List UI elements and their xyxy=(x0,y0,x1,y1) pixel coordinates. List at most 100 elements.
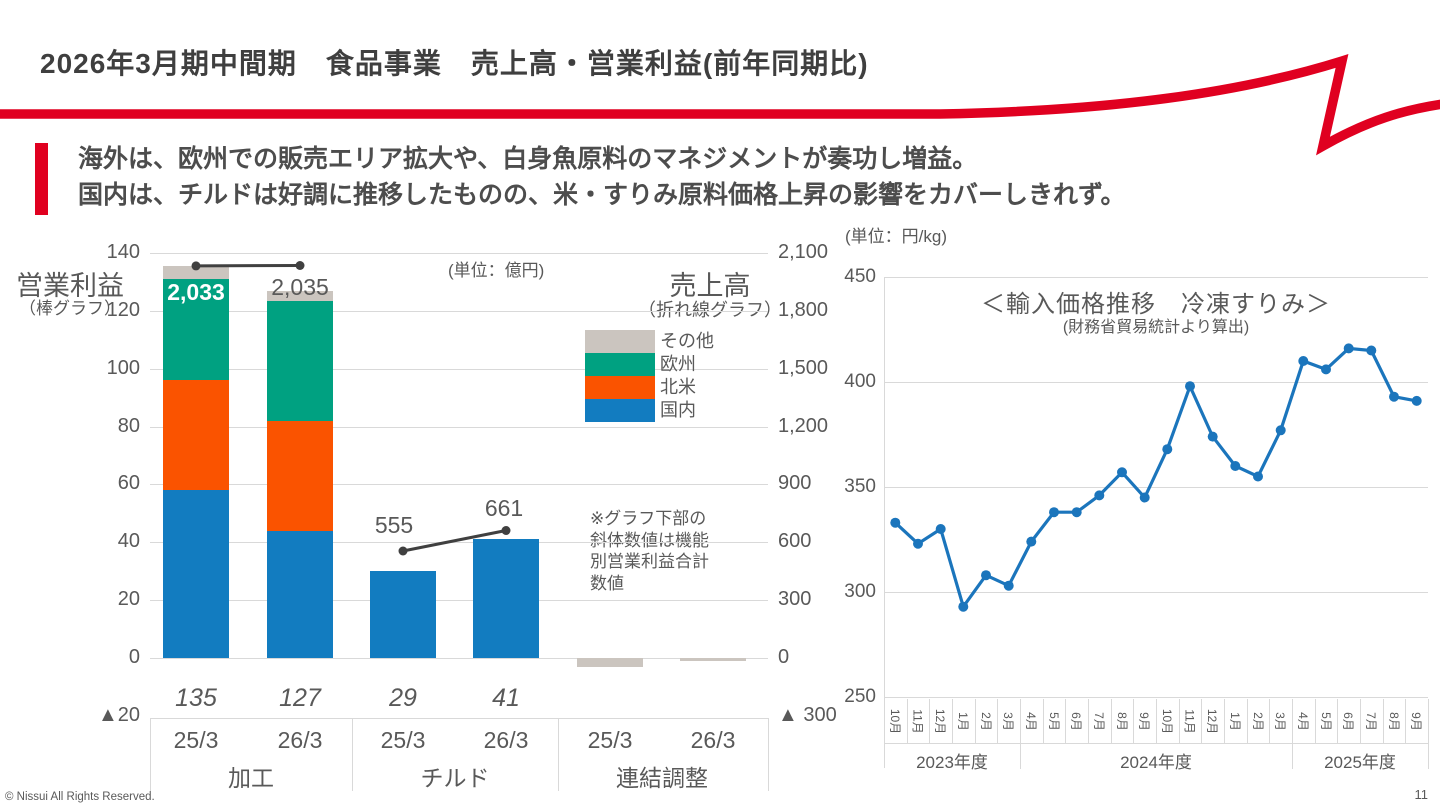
table-divider xyxy=(150,718,151,791)
left-axis-tick: 0 xyxy=(128,646,140,668)
month-cell-divider xyxy=(906,699,908,743)
right-axis-negative-tick: ▲ 300 xyxy=(778,704,837,726)
right-axis-tick: 600 xyxy=(778,530,812,553)
profit-total-label: 41 xyxy=(492,684,520,712)
bar-segment-other xyxy=(680,658,746,661)
x-axis-month-label: 8月 xyxy=(1114,711,1129,731)
x-axis-month-label: 11月 xyxy=(910,708,925,734)
month-cell-divider xyxy=(952,699,953,743)
price-line-marker xyxy=(1094,490,1105,501)
price-line-marker xyxy=(1139,492,1150,503)
table-divider xyxy=(768,718,769,791)
legend-swatch-north_america xyxy=(585,376,655,399)
x-axis-month-cell: 6月 xyxy=(1065,699,1088,743)
grid-line xyxy=(150,542,768,544)
right-chart-subtitle: (財務省貿易統計より算出) xyxy=(1062,319,1250,336)
x-axis-month-label: 10月 xyxy=(887,708,902,734)
x-axis-month-cell: 7月 xyxy=(1088,699,1111,743)
right-axis-subtitle: （折れ線グラフ） xyxy=(638,300,782,320)
price-line-marker xyxy=(1411,395,1422,406)
price-line-marker xyxy=(1071,507,1082,518)
price-line-marker xyxy=(981,570,991,581)
x-axis-month-label: 6月 xyxy=(1341,711,1356,731)
x-axis-month-label: 2月 xyxy=(1250,711,1265,731)
x-axis-month-cell: 12月 xyxy=(929,699,952,743)
period-label: 25/3 xyxy=(587,727,633,753)
sales-value-label: 2,035 xyxy=(271,274,329,300)
price-line-marker xyxy=(1049,507,1059,518)
year-group-label: 2025年度 xyxy=(1324,753,1396,772)
month-cell-divider xyxy=(1269,699,1271,743)
x-axis-month-label: 9月 xyxy=(1137,711,1152,731)
x-axis-month-label: 3月 xyxy=(1273,711,1288,731)
month-cell-divider xyxy=(1405,699,1407,743)
left-axis-tick: 60 xyxy=(117,472,140,495)
left-axis-tick: 40 xyxy=(117,530,140,553)
price-line-marker xyxy=(1026,536,1037,547)
profit-total-label: 135 xyxy=(175,684,217,712)
x-axis-month-label: 6月 xyxy=(1069,711,1084,731)
page-number: 11 xyxy=(1414,787,1429,802)
bar-segment-europe xyxy=(163,279,229,381)
month-cell-divider xyxy=(1133,699,1135,743)
left-axis-tick: 20 xyxy=(117,588,140,611)
legend-item-domestic: 国内 xyxy=(585,399,785,422)
bar-segment-north_america xyxy=(163,380,229,491)
x-axis-month-label: 7月 xyxy=(1091,711,1106,731)
bar-segment-other xyxy=(577,658,643,667)
x-axis-month-cell: 8月 xyxy=(1111,699,1134,743)
price-line-marker xyxy=(1253,471,1263,482)
key-message-line-1: 海外は、欧州での販売エリア拡大や、白身魚原料のマネジメントが奏功し増益。 xyxy=(78,145,978,173)
year-group-label: 2024年度 xyxy=(1120,753,1192,772)
grid-line xyxy=(884,697,1428,698)
year-group-divider xyxy=(1428,699,1429,769)
x-axis-month-cell: 11月 xyxy=(1179,699,1202,743)
legend-item-other: その他 xyxy=(585,330,785,353)
group-label: チルド xyxy=(420,765,490,791)
x-axis-month-cell: 9月 xyxy=(1133,699,1156,743)
legend-item-europe: 欧州 xyxy=(585,353,785,376)
key-message-line-2: 国内は、チルドは好調に推移したものの、米・すりみ原料価格上昇の影響をカバーしきれ… xyxy=(78,181,1126,209)
bar-segment-domestic xyxy=(267,530,333,658)
grid-line xyxy=(150,253,768,254)
month-cell-divider xyxy=(1156,699,1157,743)
right-chart-unit-label: (単位：円/kg) xyxy=(845,227,947,246)
price-line-marker xyxy=(1366,345,1377,356)
right-axis-tick: 300 xyxy=(778,588,812,611)
legend-swatch-domestic xyxy=(585,399,655,422)
x-axis-month-cell: 4月 xyxy=(1020,699,1043,743)
grid-line xyxy=(884,382,1428,383)
x-axis-month-label: 5月 xyxy=(1046,711,1061,731)
month-cell-divider xyxy=(997,699,999,743)
period-label: 26/3 xyxy=(690,727,736,753)
grid-line xyxy=(150,310,768,312)
bar-segment-other xyxy=(267,290,333,301)
price-line-marker xyxy=(1321,364,1331,375)
period-label: 26/3 xyxy=(483,727,529,753)
price-line-marker xyxy=(1207,431,1218,442)
period-label: 26/3 xyxy=(277,727,323,753)
sales-value-label: 555 xyxy=(374,512,414,538)
right-axis-tick: 1,200 xyxy=(778,414,829,437)
legend-label-north_america: 北米 xyxy=(660,377,696,397)
legend-item-north_america: 北米 xyxy=(585,376,785,399)
grid-line xyxy=(150,484,768,486)
year-group-divider xyxy=(1292,699,1293,769)
month-cell-divider xyxy=(974,699,976,743)
sales-value-label: 2,033 xyxy=(167,279,225,305)
left-axis-tick: 140 xyxy=(106,241,140,263)
month-cell-divider xyxy=(1337,699,1339,743)
period-label: 25/3 xyxy=(173,727,219,753)
x-axis-month-cell: 8月 xyxy=(1383,699,1406,743)
right-axis-title: 売上高 xyxy=(669,271,751,301)
x-axis-month-cell: 2月 xyxy=(1247,699,1270,743)
x-axis-month-label: 1月 xyxy=(1227,711,1242,731)
grid-line xyxy=(884,487,1428,488)
right-axis-tick: 900 xyxy=(778,472,812,495)
bar-segment-north_america xyxy=(267,420,333,531)
left-axis-tick: 80 xyxy=(117,414,140,437)
right-axis-tick: 0 xyxy=(778,646,790,668)
x-axis-month-label: 4月 xyxy=(1023,711,1038,731)
month-cell-divider xyxy=(1224,699,1225,743)
